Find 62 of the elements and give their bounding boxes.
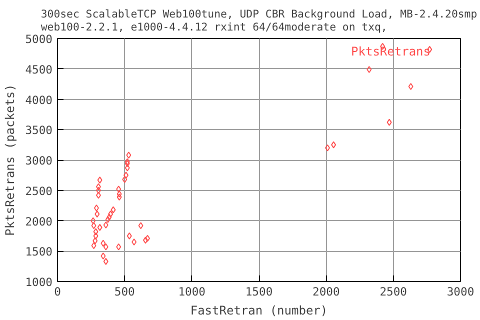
point — [94, 204, 99, 212]
y-tick-label: 5000 — [25, 32, 53, 46]
point — [96, 186, 101, 194]
y-tick-label: 1000 — [25, 275, 53, 289]
point — [116, 243, 122, 250]
point — [100, 252, 106, 260]
chart-title: 300sec ScalableTCP Web100tune, UDP CBR Background Load, MB-2.4.20smp web100-2.2.1, e1000-4.4.12 rxint 64/64moderate on txq, — [40, 8, 478, 34]
point — [92, 237, 98, 244]
point — [93, 228, 98, 236]
point — [91, 222, 96, 230]
point — [124, 158, 130, 166]
y-tick-label: 2500 — [25, 184, 53, 198]
point — [106, 214, 112, 221]
y-tick-label: 3000 — [25, 154, 53, 168]
x-tick-label: 500 — [114, 284, 136, 298]
y-axis-title: PktsRetrans (packets) — [3, 84, 18, 236]
point — [124, 164, 130, 172]
point — [97, 176, 102, 184]
y-tick-label: 4000 — [25, 92, 53, 107]
point — [96, 192, 101, 199]
point — [110, 206, 116, 214]
point — [126, 152, 132, 159]
point — [138, 222, 144, 230]
point — [142, 236, 148, 244]
point — [100, 240, 106, 247]
point — [105, 216, 110, 224]
point — [122, 176, 128, 183]
y-tick-label: 1500 — [25, 244, 53, 259]
x-tick-label: 1500 — [245, 284, 273, 298]
point — [145, 234, 150, 242]
point — [366, 66, 372, 73]
point — [91, 242, 96, 250]
x-tick-label: 2000 — [312, 284, 340, 298]
y-tick-label: 2000 — [25, 214, 53, 228]
x-tick-label: 0 — [54, 284, 62, 298]
x-tick-label: 2500 — [380, 284, 408, 298]
point — [386, 118, 392, 126]
point — [103, 222, 108, 229]
x-axis-title: FastRetran (number) — [190, 304, 328, 318]
point — [124, 160, 130, 168]
point — [108, 210, 114, 218]
point — [126, 232, 132, 240]
point — [94, 210, 100, 218]
point — [132, 238, 137, 246]
point — [116, 190, 122, 198]
x-tick-label: 1000 — [178, 284, 206, 298]
y-tick-label: 3500 — [25, 123, 53, 138]
point — [325, 144, 330, 152]
point — [408, 82, 414, 90]
point — [331, 141, 336, 148]
point — [116, 194, 122, 201]
point — [96, 183, 101, 190]
point — [103, 243, 108, 250]
point — [103, 258, 108, 265]
point — [124, 172, 129, 179]
series-label: PktsRetrans — [351, 44, 431, 58]
y-tick-label: 4500 — [25, 62, 53, 76]
point — [93, 232, 98, 240]
point — [97, 224, 102, 231]
point — [90, 217, 96, 224]
point — [116, 186, 122, 193]
x-tick-label: 3000 — [446, 284, 474, 298]
